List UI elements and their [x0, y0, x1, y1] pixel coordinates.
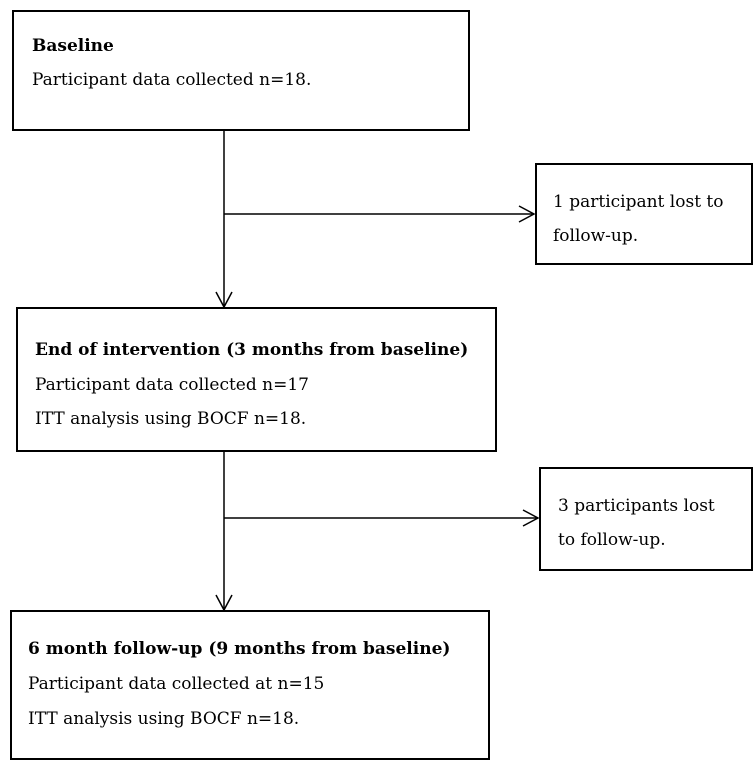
end-of-intervention-line-2: ITT analysis using BOCF n=18.	[35, 409, 307, 429]
follow-up-line-2: ITT analysis using BOCF n=18.	[28, 709, 300, 729]
baseline-title: Baseline	[32, 36, 114, 56]
end-of-intervention-line-1: Participant data collected n=17	[35, 375, 309, 395]
baseline-box: Baseline Participant data collected n=18…	[12, 10, 470, 131]
follow-up-title: 6 month follow-up (9 months from baselin…	[28, 639, 451, 659]
follow-up-line-1: Participant data collected at n=15	[28, 674, 325, 694]
follow-up-box: 6 month follow-up (9 months from baselin…	[10, 610, 490, 760]
end-of-intervention-box: End of intervention (3 months from basel…	[16, 307, 497, 452]
arrowhead-loss2	[522, 509, 540, 527]
baseline-line-1: Participant data collected n=18.	[32, 70, 312, 90]
loss1-line-2: follow-up.	[553, 226, 639, 246]
arrowhead-loss1	[518, 205, 536, 223]
loss1-box: 1 participant lost to follow-up.	[535, 163, 753, 265]
end-of-intervention-title: End of intervention (3 months from basel…	[35, 340, 469, 360]
loss2-line-2: to follow-up.	[558, 530, 666, 550]
loss2-box: 3 participants lost to follow-up.	[539, 467, 753, 571]
loss2-line-1: 3 participants lost	[558, 496, 715, 516]
loss1-line-1: 1 participant lost to	[553, 192, 724, 212]
